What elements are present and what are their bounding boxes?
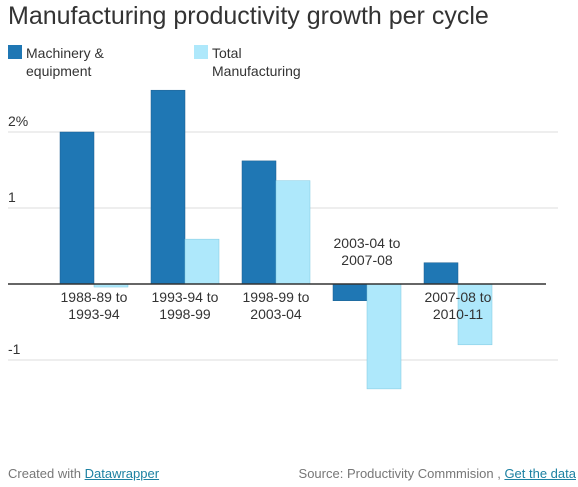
footer-source: Source: Productivity Commmision , Get th… xyxy=(299,466,576,481)
y-tick-label: 1 xyxy=(8,189,16,205)
legend-label: Total Manufacturing xyxy=(212,45,301,79)
bar xyxy=(423,262,459,285)
bar xyxy=(59,131,95,285)
category-label: 1988-89 to 1993-94 xyxy=(61,289,128,322)
bar xyxy=(184,238,220,285)
category-label: 1998-99 to 2003-04 xyxy=(243,289,310,322)
legend-item-0: Machinery & equipment xyxy=(8,44,136,80)
source-text: Source: Productivity Commmision , xyxy=(298,466,501,481)
legend-label: Machinery & equipment xyxy=(26,45,104,79)
bar xyxy=(457,283,493,346)
footer-credit: Created with Datawrapper xyxy=(8,466,159,481)
category-label: 2007-08 to 2010-11 xyxy=(425,289,492,322)
y-tick-label: 2% xyxy=(8,113,28,129)
chart-title: Manufacturing productivity growth per cy… xyxy=(8,2,489,30)
get-the-data-link[interactable]: Get the data xyxy=(504,466,576,481)
y-tick-label: -1 xyxy=(8,341,21,357)
category-label: 2003-04 to 2007-08 xyxy=(334,235,401,268)
legend-swatch xyxy=(194,45,208,59)
bar-chart: 2% 1 -1 1988-89 to 1993-94 1993-94 to 1998-99 1… xyxy=(8,89,558,390)
datawrapper-link[interactable]: Datawrapper xyxy=(84,466,160,481)
credit-prefix: Created with xyxy=(8,466,81,481)
bar xyxy=(241,160,277,285)
bar xyxy=(332,283,368,301)
category-label: 1993-94 to 1998-99 xyxy=(152,289,219,322)
legend-item-1: Total Manufacturing xyxy=(194,44,322,80)
bar xyxy=(150,89,186,285)
bar xyxy=(366,283,402,390)
legend-swatch xyxy=(8,45,22,59)
bar xyxy=(275,180,311,285)
chart-legend: Machinery & equipment Total Manufacturing xyxy=(0,0,578,90)
